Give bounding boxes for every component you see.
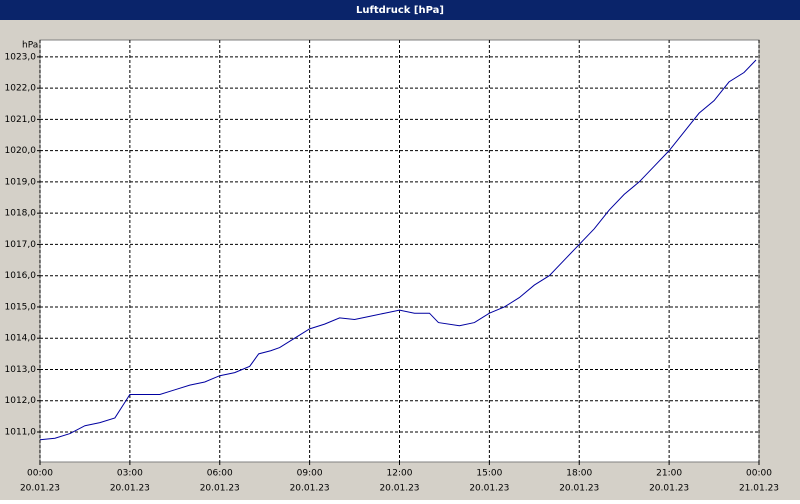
y-tick-label: 1017,0	[5, 240, 37, 250]
title-bar	[0, 0, 800, 20]
x-tick-label: 06:00	[207, 469, 233, 479]
y-axis-label: hPa	[22, 41, 38, 51]
x-tick-date: 20.01.23	[469, 484, 509, 494]
y-tick-label: 1016,0	[5, 271, 37, 281]
x-tick-label: 03:00	[117, 469, 143, 479]
x-tick-date: 20.01.23	[200, 484, 240, 494]
x-tick-label: 12:00	[387, 469, 413, 479]
x-tick-label: 00:00	[27, 469, 53, 479]
x-tick-date: 20.01.23	[290, 484, 330, 494]
y-tick-label: 1011,0	[5, 427, 37, 437]
x-tick-date: 20.01.23	[559, 484, 599, 494]
x-tick-date: 20.01.23	[110, 484, 150, 494]
x-tick-date: 20.01.23	[379, 484, 419, 494]
y-tick-label: 1018,0	[5, 209, 37, 219]
x-tick-date: 20.01.23	[649, 484, 689, 494]
x-tick-date: 21.01.23	[739, 484, 779, 494]
y-tick-label: 1019,0	[5, 177, 37, 187]
y-tick-label: 1013,0	[5, 365, 37, 375]
x-tick-label: 15:00	[476, 469, 502, 479]
y-tick-label: 1023,0	[5, 52, 37, 62]
x-tick-label: 09:00	[297, 469, 323, 479]
y-tick-label: 1015,0	[5, 302, 37, 312]
y-tick-label: 1012,0	[5, 396, 37, 406]
data-line	[39, 59, 757, 441]
x-tick-label: 21:00	[656, 469, 682, 479]
x-tick-label: 00:00	[746, 469, 772, 479]
x-tick-date: 20.01.23	[20, 484, 60, 494]
y-tick-label: 1021,0	[5, 115, 37, 125]
x-tick-label: 18:00	[566, 469, 592, 479]
y-tick-label: 1022,0	[5, 84, 37, 94]
chart-title: Luftdruck [hPa]	[356, 5, 444, 16]
y-tick-label: 1014,0	[5, 334, 37, 344]
y-tick-label: 1020,0	[5, 146, 37, 156]
